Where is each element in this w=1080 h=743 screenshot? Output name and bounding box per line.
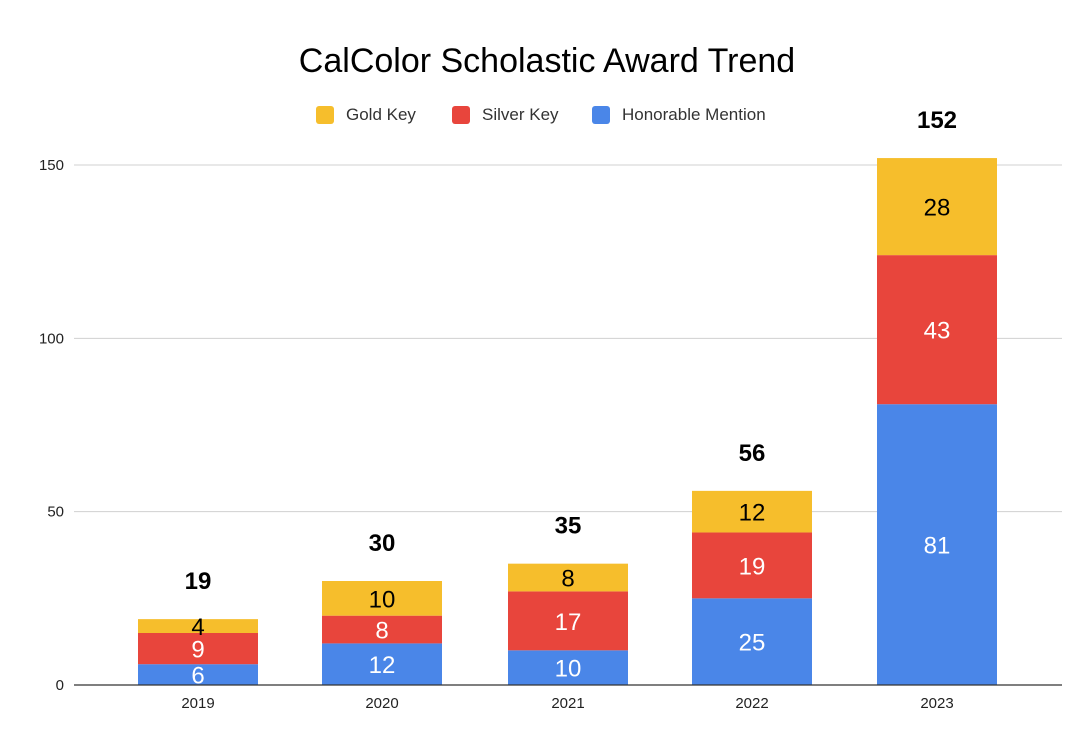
bar-segment bbox=[138, 664, 258, 685]
bar-segment bbox=[692, 490, 812, 533]
legend-label: Silver Key bbox=[482, 105, 559, 124]
segment-value-label: 25 bbox=[739, 630, 766, 657]
y-tick-label: 100 bbox=[39, 330, 64, 347]
y-axis-ticks: 0 50 100 150 bbox=[39, 157, 64, 694]
bar-segment bbox=[508, 563, 628, 592]
segment-value-label: 8 bbox=[375, 618, 388, 645]
segment-value-label: 28 bbox=[924, 195, 951, 222]
legend-swatch bbox=[452, 106, 470, 124]
x-axis-ticks: 2019 2020 2021 2022 2023 bbox=[181, 695, 953, 712]
y-tick-label: 150 bbox=[39, 157, 64, 174]
segment-value-label: 17 bbox=[555, 609, 582, 636]
total-value-label: 19 bbox=[185, 568, 212, 595]
total-value-label: 56 bbox=[739, 440, 766, 467]
segment-value-label: 81 bbox=[924, 533, 951, 560]
legend-label: Honorable Mention bbox=[622, 105, 766, 124]
bar-segment bbox=[138, 619, 258, 633]
x-tick-label: 2022 bbox=[735, 695, 768, 712]
bar-segment bbox=[692, 598, 812, 685]
bar-segment bbox=[322, 643, 442, 685]
bar-segment bbox=[508, 650, 628, 685]
segment-value-label: 9 bbox=[191, 637, 204, 664]
bar-segment bbox=[508, 591, 628, 651]
bar-segment bbox=[138, 633, 258, 665]
legend-label: Gold Key bbox=[346, 105, 416, 124]
segment-value-label: 43 bbox=[924, 318, 951, 345]
segment-value-label: 10 bbox=[555, 656, 582, 683]
x-tick-label: 2023 bbox=[920, 695, 953, 712]
bar-segment bbox=[322, 581, 442, 616]
y-tick-label: 0 bbox=[56, 677, 64, 694]
segment-value-label: 6 bbox=[191, 663, 204, 690]
total-value-label: 152 bbox=[917, 107, 957, 134]
bars: 694 19 12 8 10 30 10 17 8 35 25 19 12 56 81 43 28 152 bbox=[138, 107, 997, 690]
segment-value-label: 12 bbox=[369, 652, 396, 679]
bar-segment bbox=[322, 615, 442, 644]
x-tick-label: 2020 bbox=[365, 695, 398, 712]
segment-value-label: 12 bbox=[739, 500, 766, 527]
bar-segment bbox=[692, 532, 812, 599]
total-value-label: 30 bbox=[369, 530, 396, 557]
segment-value-label: 4 bbox=[191, 614, 204, 641]
segment-value-label: 8 bbox=[561, 566, 574, 593]
total-value-label: 35 bbox=[555, 513, 582, 540]
legend-swatch bbox=[316, 106, 334, 124]
segment-value-label: 10 bbox=[369, 586, 396, 613]
legend-swatch bbox=[592, 106, 610, 124]
legend: Gold Key Silver Key Honorable Mention bbox=[316, 105, 766, 124]
chart-title: CalColor Scholastic Award Trend bbox=[299, 42, 795, 80]
x-tick-label: 2019 bbox=[181, 695, 214, 712]
y-tick-label: 50 bbox=[47, 504, 64, 521]
bar-segment bbox=[877, 404, 997, 685]
segment-value-label: 19 bbox=[739, 553, 766, 580]
bar-segment bbox=[877, 255, 997, 405]
x-tick-label: 2021 bbox=[551, 695, 584, 712]
bar-segment bbox=[877, 158, 997, 256]
